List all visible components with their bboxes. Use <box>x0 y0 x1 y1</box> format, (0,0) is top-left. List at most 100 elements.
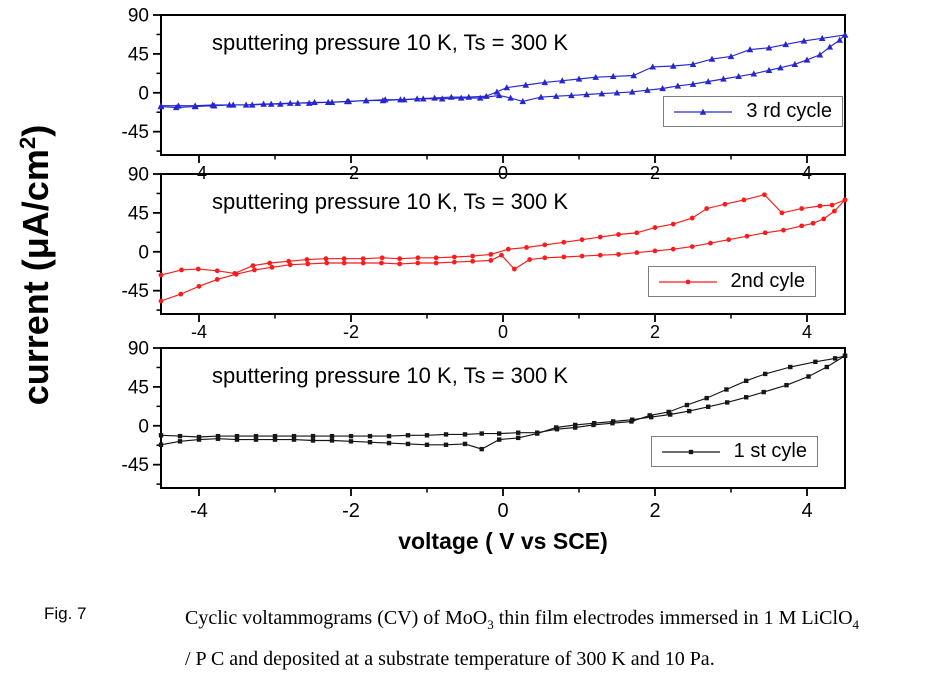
triangle-marker <box>791 60 799 67</box>
circle-marker <box>341 260 347 266</box>
square-marker <box>668 412 673 417</box>
square-marker <box>215 436 221 441</box>
x-tick-label: 4 <box>802 322 812 342</box>
triangle-marker <box>765 44 773 51</box>
square-marker <box>367 433 373 439</box>
circle-marker <box>158 272 164 278</box>
legend-line-sample-2nd-cycle <box>658 279 717 284</box>
caption-sub-3: 3 <box>487 617 494 632</box>
circle-marker <box>704 206 710 211</box>
circle-marker <box>579 253 585 259</box>
circle-marker <box>670 246 676 252</box>
y-tick-label: 45 <box>128 44 149 65</box>
annotation-panel-3rd-cycle: sputtering pressure 10 K, Ts = 300 K <box>212 30 569 55</box>
circle-marker <box>542 255 548 261</box>
triangle-marker <box>552 92 560 99</box>
y-tick-label: 90 <box>128 6 149 27</box>
square-marker <box>813 359 818 365</box>
square-marker <box>291 437 297 442</box>
triangle-marker <box>583 91 590 98</box>
circle-marker <box>810 220 816 226</box>
y-tick-label: 45 <box>128 203 149 224</box>
legend-label-3rd-cycle: 3 rd cycle <box>746 100 832 122</box>
circle-marker <box>252 267 257 273</box>
square-marker <box>253 433 259 439</box>
triangle-marker <box>644 86 651 93</box>
square-marker <box>158 433 164 438</box>
square-marker <box>272 437 278 442</box>
square-marker <box>158 442 164 447</box>
triangle-marker <box>229 101 237 108</box>
circle-marker <box>304 257 310 262</box>
circle-marker <box>744 233 750 239</box>
circle-marker <box>397 256 403 262</box>
square-marker <box>348 433 354 439</box>
circle-marker <box>415 260 421 266</box>
caption-line-1: Cyclic voltammograms (CV) of MoO3 thin f… <box>185 607 860 632</box>
square-marker <box>824 364 829 370</box>
square-marker <box>706 404 711 409</box>
square-marker <box>688 449 693 454</box>
square-marker <box>784 382 789 388</box>
circle-marker <box>799 206 805 211</box>
circle-marker <box>397 261 403 267</box>
square-marker <box>329 433 335 439</box>
triangle-marker <box>305 99 313 106</box>
circle-marker <box>196 283 202 289</box>
square-marker <box>348 439 354 444</box>
triangle-marker <box>669 62 677 69</box>
triangle-marker <box>324 98 332 105</box>
square-marker <box>630 417 635 422</box>
circle-marker <box>488 251 494 257</box>
figure-caption: Cyclic voltammograms (CV) of MoO3 thin f… <box>185 601 905 676</box>
square-marker <box>832 356 838 361</box>
square-marker <box>806 374 811 379</box>
triangle-marker <box>210 102 218 109</box>
square-marker <box>763 371 768 377</box>
triangle-marker <box>598 90 606 97</box>
triangle-marker <box>836 36 843 43</box>
circle-marker <box>708 240 713 246</box>
triangle-marker <box>592 73 600 80</box>
triangle-marker <box>746 46 754 53</box>
circle-marker <box>324 260 330 266</box>
triangle-marker <box>628 88 636 95</box>
circle-marker <box>379 260 384 266</box>
triangle-marker <box>750 70 758 77</box>
circle-marker <box>722 201 728 207</box>
circle-marker <box>505 246 511 252</box>
circle-marker <box>829 202 835 208</box>
circle-marker <box>652 225 658 230</box>
x-axis-title: voltage ( V vs SCE) <box>398 528 608 554</box>
triangle-marker <box>841 31 849 38</box>
triangle-marker <box>558 77 566 84</box>
circle-marker <box>779 210 785 216</box>
square-marker <box>842 353 848 358</box>
triangle-marker <box>659 85 666 92</box>
triangle-marker <box>286 99 294 106</box>
triangle-marker <box>708 55 716 62</box>
caption-line-2: / P C and deposited at a substrate tempe… <box>185 648 715 670</box>
circle-marker <box>305 261 311 267</box>
y-axis-title: current (μA/cm2) <box>15 65 69 465</box>
y-tick-label: -45 <box>122 455 149 476</box>
triangle-marker <box>782 40 790 48</box>
circle-marker <box>634 230 640 236</box>
triangle-marker <box>493 88 501 95</box>
square-marker <box>462 441 468 447</box>
y-tick-label: -45 <box>122 281 149 302</box>
circle-marker <box>634 250 640 256</box>
triangle-marker <box>503 84 511 91</box>
triangle-marker <box>765 66 773 74</box>
y-tick-label: 90 <box>128 165 149 186</box>
triangle-marker <box>649 63 657 70</box>
circle-marker <box>433 260 439 266</box>
triangle-marker <box>191 103 199 110</box>
caption-sub-4: 4 <box>852 617 860 632</box>
legend-label-1st-cycle: 1 st cyle <box>733 440 807 462</box>
square-marker <box>405 433 411 438</box>
panel-1st-cycle: 90 45 0 -45 -4 -2 0 2 4 <box>122 339 848 522</box>
